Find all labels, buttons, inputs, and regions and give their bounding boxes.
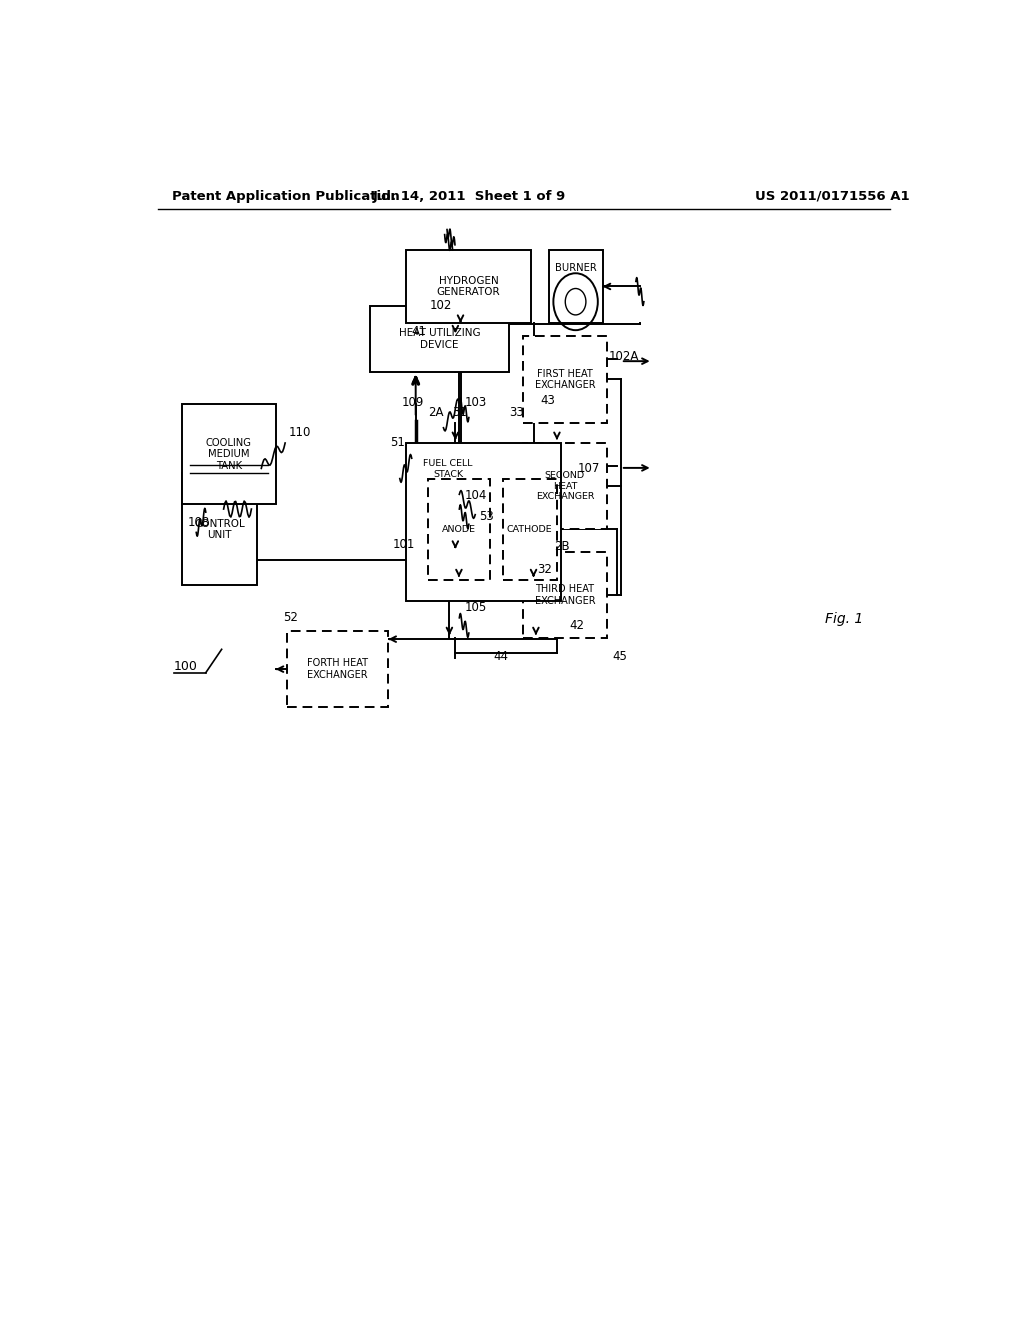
- Text: 102: 102: [430, 300, 452, 313]
- Bar: [406, 249, 531, 323]
- Text: FUEL CELL
STACK: FUEL CELL STACK: [423, 459, 473, 479]
- Text: 109: 109: [401, 396, 424, 409]
- Bar: [406, 444, 560, 601]
- Text: BURNER: BURNER: [555, 263, 596, 273]
- Bar: [182, 474, 257, 585]
- Text: Jul. 14, 2011  Sheet 1 of 9: Jul. 14, 2011 Sheet 1 of 9: [373, 190, 566, 202]
- Text: SECOND
HEAT
EXCHANGER: SECOND HEAT EXCHANGER: [536, 471, 594, 502]
- Bar: [503, 479, 557, 581]
- Text: CATHODE: CATHODE: [507, 525, 552, 533]
- Text: 52: 52: [284, 611, 298, 624]
- Text: 101: 101: [392, 539, 415, 552]
- Text: 41: 41: [412, 325, 426, 338]
- Text: 103: 103: [465, 396, 486, 409]
- Text: 32: 32: [537, 562, 552, 576]
- Text: 105: 105: [465, 601, 486, 614]
- Text: 53: 53: [479, 511, 494, 523]
- Text: HEAT UTILIZING
DEVICE: HEAT UTILIZING DEVICE: [398, 327, 480, 350]
- Text: 42: 42: [569, 619, 585, 632]
- Text: Fig. 1: Fig. 1: [824, 612, 863, 626]
- Text: 108: 108: [187, 516, 210, 529]
- Text: 107: 107: [578, 462, 600, 475]
- Bar: [549, 249, 602, 323]
- Bar: [182, 404, 275, 504]
- Text: 45: 45: [612, 649, 627, 663]
- Text: 2A: 2A: [428, 407, 443, 418]
- Text: 2B: 2B: [554, 540, 569, 553]
- Text: 100: 100: [174, 660, 198, 673]
- Text: CONTROL
UNIT: CONTROL UNIT: [195, 519, 245, 540]
- Bar: [523, 552, 606, 638]
- Text: 44: 44: [494, 649, 508, 663]
- Text: 102A: 102A: [609, 350, 639, 363]
- Text: FORTH HEAT
EXCHANGER: FORTH HEAT EXCHANGER: [307, 659, 368, 680]
- Bar: [287, 631, 388, 708]
- Bar: [523, 337, 606, 422]
- Bar: [523, 444, 606, 529]
- Text: FIRST HEAT
EXCHANGER: FIRST HEAT EXCHANGER: [535, 368, 595, 391]
- Text: Patent Application Publication: Patent Application Publication: [172, 190, 399, 202]
- Bar: [428, 479, 489, 581]
- Text: 43: 43: [541, 393, 556, 407]
- Text: COOLING
MEDIUM
TANK: COOLING MEDIUM TANK: [206, 437, 252, 471]
- Text: THIRD HEAT
EXCHANGER: THIRD HEAT EXCHANGER: [535, 585, 595, 606]
- Text: 104: 104: [465, 490, 486, 503]
- Text: 31: 31: [452, 407, 467, 418]
- Text: US 2011/0171556 A1: US 2011/0171556 A1: [755, 190, 909, 202]
- Text: ANODE: ANODE: [442, 525, 476, 533]
- Text: 33: 33: [509, 407, 523, 418]
- Bar: [370, 306, 509, 372]
- Text: 110: 110: [289, 426, 311, 440]
- Text: HYDROGEN
GENERATOR: HYDROGEN GENERATOR: [436, 276, 501, 297]
- Text: 51: 51: [390, 437, 404, 450]
